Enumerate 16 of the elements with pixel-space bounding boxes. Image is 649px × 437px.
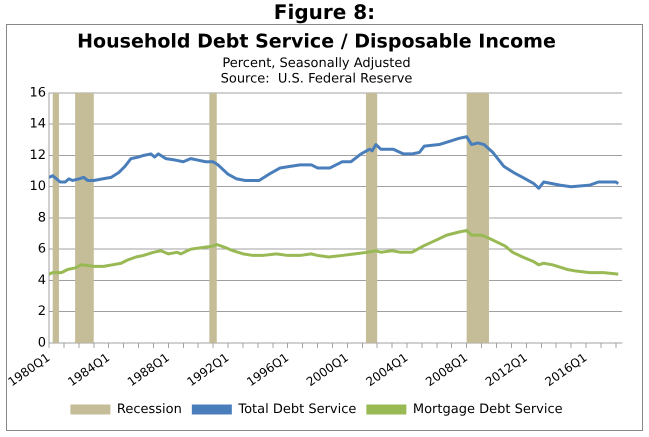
- text: Percent, Seasonally Adjusted: [222, 56, 411, 71]
- y-tick-label: 10: [29, 179, 46, 194]
- legend-label: Recession: [116, 402, 182, 417]
- y-tick-label: 4: [38, 272, 46, 288]
- legend-label: Total Debt Service: [237, 402, 356, 417]
- y-tick-label: 16: [29, 85, 46, 100]
- caption: Figure 8:: [272, 0, 376, 24]
- legend-label: Mortgage Debt Service: [412, 402, 563, 417]
- y-tick-label: 8: [38, 210, 46, 226]
- y-tick-label: 2: [38, 304, 46, 320]
- y-tick-label: 0: [38, 335, 46, 350]
- y-tick-label: 6: [38, 242, 46, 257]
- y-tick-label: 12: [29, 148, 46, 163]
- y-tick-label: 14: [29, 116, 46, 132]
- text: Source: U.S. Federal Reserve: [220, 72, 412, 87]
- chart-title: Household Debt Service / Disposable Income: [77, 30, 556, 52]
